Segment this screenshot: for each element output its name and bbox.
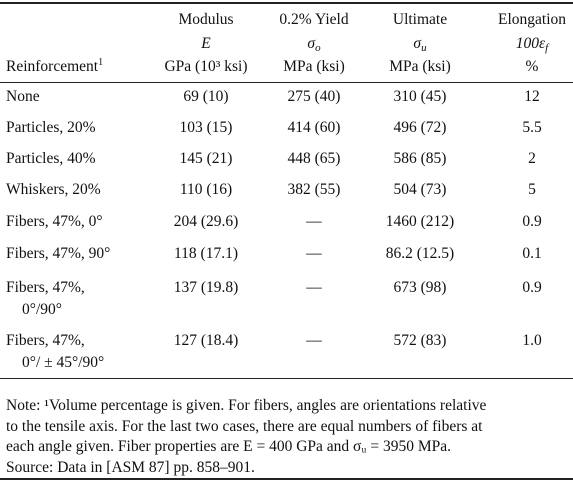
symbol-subscript: f: [545, 42, 549, 54]
row-label: Fibers, 47%,: [6, 279, 85, 296]
cell: 586 (85): [393, 150, 447, 167]
cell: 572 (83): [393, 332, 447, 349]
symbol: σ: [307, 35, 316, 52]
cell: 448 (65): [287, 150, 341, 167]
column-unit: %: [525, 58, 539, 75]
cell: 275 (40): [287, 88, 341, 105]
footnote-mark: 1: [98, 57, 104, 68]
cell: 5: [528, 181, 536, 198]
cell: —: [306, 245, 322, 262]
cell: 1.0: [522, 332, 542, 349]
row-label: Fibers, 47%, 90°: [6, 245, 111, 262]
cell: 0.9: [522, 279, 542, 296]
cell: 496 (72): [393, 119, 447, 136]
symbol: σ: [413, 35, 422, 52]
top-rule: [0, 2, 573, 4]
note-line: each angle given. Fiber properties are E…: [6, 438, 451, 455]
header-label: Reinforcement1: [6, 58, 103, 76]
cell: 382 (55): [287, 181, 341, 198]
column-title: Modulus: [178, 11, 234, 28]
cell: —: [306, 332, 322, 349]
cell: 137 (19.8): [173, 279, 239, 296]
symbol-subscript: u: [421, 42, 427, 54]
column-title: Ultimate: [392, 11, 448, 28]
cell: —: [306, 279, 322, 296]
cell: 110 (16): [179, 181, 233, 198]
cell: 145 (21): [179, 150, 233, 167]
cell: 1460 (212): [385, 213, 455, 230]
table-end-rule: [0, 378, 573, 379]
cell: 69 (10): [183, 88, 229, 105]
row-label: 0°/90°: [22, 301, 62, 318]
cell: 0.1: [522, 245, 542, 262]
row-label: None: [6, 88, 40, 105]
cell: 5.5: [522, 119, 542, 136]
column-title: Elongation: [497, 11, 567, 28]
column-symbol: σo: [307, 35, 321, 54]
column-unit: MPa (ksi): [389, 58, 451, 75]
cell: 118 (17.1): [174, 245, 238, 262]
row-label: 0°/ ± 45°/90°: [22, 354, 105, 371]
cell: 504 (73): [393, 181, 447, 198]
note-line: to the tensile axis. For the last two ca…: [6, 417, 483, 435]
symbol-subscript: o: [315, 42, 321, 54]
symbol: E: [201, 35, 211, 52]
header-rule: [0, 82, 573, 83]
row-label: Whiskers, 20%: [6, 181, 101, 198]
row-label: Particles, 20%: [6, 119, 96, 136]
header-label-text: Reinforcement: [6, 58, 99, 75]
row-label: Particles, 40%: [6, 150, 96, 167]
cell: 204 (29.6): [173, 213, 239, 230]
cell: 310 (45): [393, 88, 447, 105]
note-line: Note: ¹Volume percentage is given. For f…: [6, 397, 487, 414]
row-label: Fibers, 47%,: [6, 332, 85, 349]
bottom-rule: [0, 478, 573, 480]
cell: 414 (60): [287, 119, 341, 136]
row-label: Fibers, 47%, 0°: [6, 213, 103, 230]
column-symbol: 100εf: [515, 35, 549, 54]
cell: —: [306, 213, 322, 230]
cell: 0.9: [522, 213, 542, 230]
note-line: Source: Data in [ASM 87] pp. 858–901.: [6, 458, 255, 476]
cell: 12: [524, 88, 540, 105]
cell: 2: [528, 150, 536, 167]
column-unit: GPa (10³ ksi): [164, 58, 248, 75]
cell: 86.2 (12.5): [385, 245, 455, 262]
symbol: 100ε: [515, 35, 546, 52]
column-title: 0.2% Yield: [279, 11, 349, 28]
column-symbol: E: [201, 35, 210, 53]
column-unit: MPa (ksi): [283, 58, 345, 75]
cell: 127 (18.4): [173, 332, 239, 349]
cell: 103 (15): [179, 119, 233, 136]
cell: 673 (98): [393, 279, 447, 296]
column-symbol: σu: [413, 35, 427, 54]
